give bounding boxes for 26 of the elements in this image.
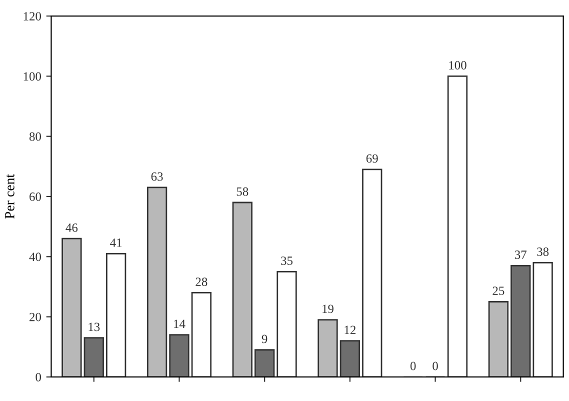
data-label: 41 <box>110 238 122 247</box>
data-label: 0 <box>432 362 438 370</box>
y-tick-label: 80 <box>29 132 42 141</box>
data-label: 46 <box>66 223 78 232</box>
data-label: 0 <box>410 362 416 370</box>
y-tick-label: 40 <box>29 252 42 262</box>
y-tick-label: 100 <box>24 72 42 81</box>
data-label: 25 <box>492 286 504 296</box>
y-tick-label: 20 <box>30 312 42 322</box>
data-label: 28 <box>196 278 208 286</box>
data-label: 63 <box>151 172 163 181</box>
data-label: 69 <box>366 154 378 163</box>
data-label: 9 <box>262 334 268 344</box>
data-label: 37 <box>514 250 527 259</box>
data-label: 19 <box>322 304 334 314</box>
data-label: 38 <box>537 248 549 256</box>
y-tick-label: 60 <box>30 192 42 201</box>
y-axis-title: Per cent <box>5 174 14 219</box>
data-label: 58 <box>236 187 248 196</box>
y-tick-label: 0 <box>36 372 42 382</box>
data-label: 14 <box>174 320 186 328</box>
data-label: 12 <box>344 326 356 334</box>
data-label: 13 <box>88 322 100 332</box>
y-tick-label: 120 <box>24 12 42 20</box>
data-label: 35 <box>281 256 293 265</box>
data-label: 100 <box>449 61 466 70</box>
